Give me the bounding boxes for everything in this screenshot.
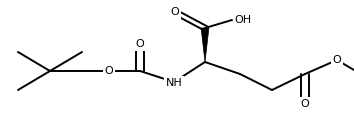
Text: NH: NH	[166, 78, 182, 88]
Text: O: O	[301, 99, 309, 109]
Text: O: O	[105, 66, 113, 76]
Text: O: O	[333, 55, 341, 65]
Text: O: O	[171, 7, 179, 17]
Polygon shape	[201, 28, 209, 62]
Text: OH: OH	[235, 15, 252, 25]
Text: O: O	[136, 39, 144, 49]
